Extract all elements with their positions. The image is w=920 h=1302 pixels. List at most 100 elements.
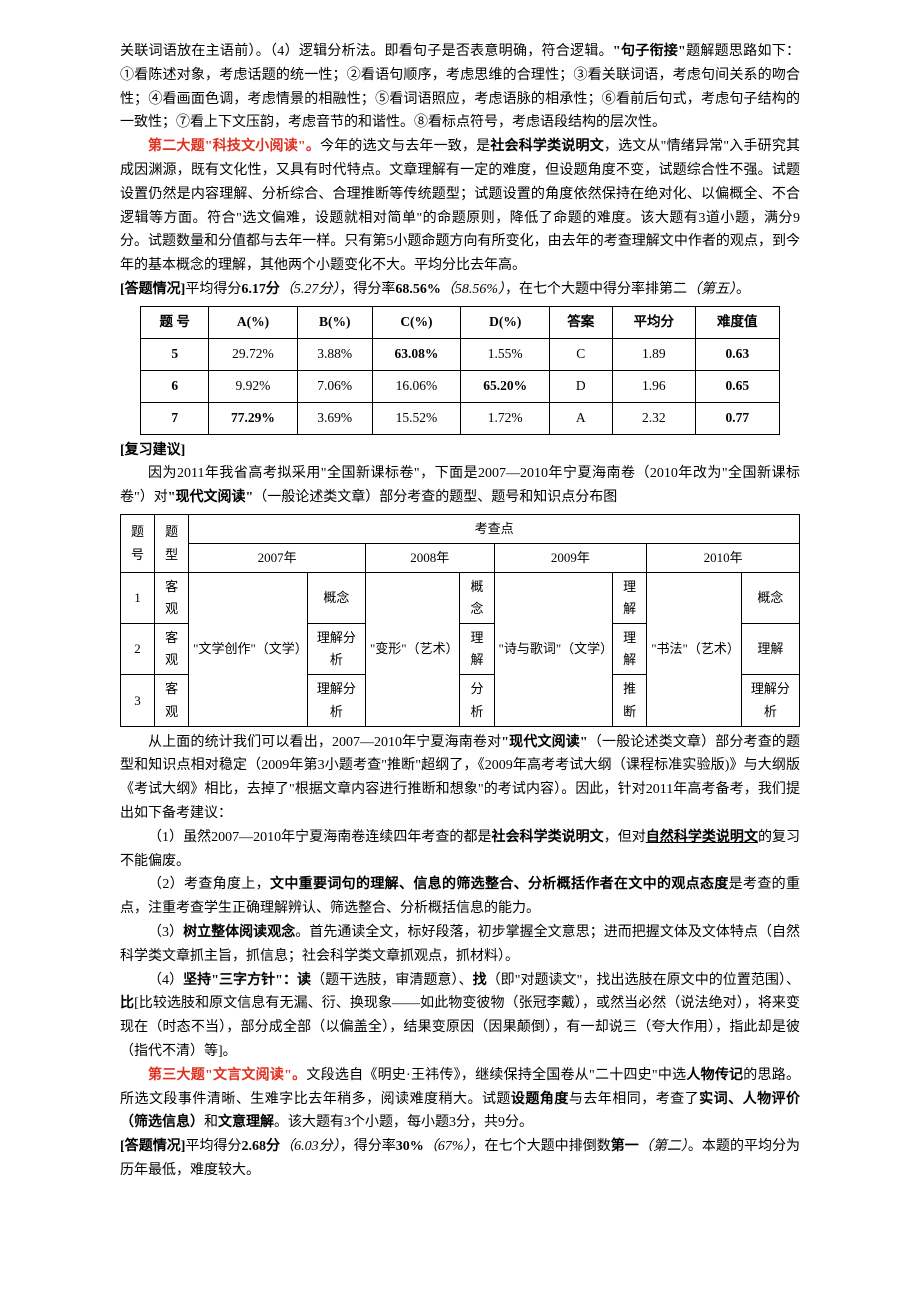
cell: "书法"（艺术） (647, 573, 741, 727)
cell: A (550, 402, 612, 434)
p3b: 人物传记 (686, 1068, 743, 1083)
cell: 65.20% (461, 370, 550, 402)
th-year: 2008年 (366, 544, 495, 573)
th-year: 2010年 (647, 544, 800, 573)
cell: 3.69% (297, 402, 372, 434)
s1b: 社会科学类说明文 (492, 830, 604, 845)
s3a: （3） (148, 925, 183, 940)
cell: 理解分析 (741, 675, 799, 726)
cell: 1.72% (461, 402, 550, 434)
para-3: 第三大题"文言文阅读"。文段选自《明史·王祎传》，继续保持全国卷从"二十四史"中… (120, 1064, 800, 1135)
p3g: 和 (204, 1115, 218, 1130)
cell: 3 (121, 675, 155, 726)
th-type: 题型 (155, 514, 189, 572)
cell: 0.65 (696, 370, 780, 402)
s4d: 找 (473, 973, 487, 988)
cell: 63.08% (372, 338, 461, 370)
table-header-row: 题 号 A(%) B(%) C(%) D(%) 答案 平均分 难度值 (141, 306, 779, 338)
ans2i2: （67%） (424, 1139, 471, 1154)
ans2b: ，得分率 (340, 1139, 396, 1154)
ans-it2: （58.56%） (441, 282, 505, 297)
para-2: 第二大题"科技文小阅读"。今年的选文与去年一致，是社会科学类说明文，选文从"情绪… (120, 135, 800, 278)
ans-d: 。 (736, 282, 750, 297)
ans2d: 第一 (611, 1139, 639, 1154)
cell: 客观 (155, 573, 189, 624)
cell: 5 (141, 338, 209, 370)
para1-a: 关联词语放在主语前）。（4）逻辑分析法。即看句子是否表意明确，符合逻辑。 (120, 44, 613, 59)
th-d: D(%) (461, 306, 550, 338)
th-diff: 难度值 (696, 306, 780, 338)
review-para: 因为2011年我省高考拟采用"全国新课标卷"，下面是2007—2010年宁夏海南… (120, 462, 800, 510)
review-label: [复习建议] (120, 439, 800, 463)
cell: 15.52% (372, 402, 461, 434)
cell: 分析 (460, 675, 494, 726)
p2c: ，选文从"情绪异常"入手研究其成因渊源，既有文化性，又具有时代特点。文章理解有一… (120, 139, 800, 273)
suggestion-3: （3）树立整体阅读观念。首先通读全文，标好段落，初步掌握全文意思；进而把握文体及… (120, 921, 800, 969)
p2a: 今年的选文与去年一致，是 (320, 139, 490, 154)
ans2a: 平均得分 (185, 1139, 241, 1154)
ans2i3: （第二） (639, 1139, 688, 1154)
th-year: 2007年 (189, 544, 366, 573)
para-1: 关联词语放在主语前）。（4）逻辑分析法。即看句子是否表意明确，符合逻辑。"句子衔… (120, 40, 800, 135)
th-no: 题号 (121, 514, 155, 572)
th-ans: 答案 (550, 306, 612, 338)
ans2s: 2.68分 (242, 1139, 281, 1154)
p3d: 设题角度 (511, 1092, 569, 1107)
cell: 7 (141, 402, 209, 434)
answer-situation-2: [答题情况]平均得分2.68分（6.03分），得分率30%（67%），在七个大题… (120, 1135, 800, 1183)
cell: 0.63 (696, 338, 780, 370)
cell: 1.96 (612, 370, 696, 402)
cell: 概念 (307, 573, 365, 624)
ans2r: 30% (396, 1139, 424, 1154)
suggestion-1: （1）虽然2007—2010年宁夏海南卷连续四年考查的都是社会科学类说明文，但对… (120, 826, 800, 874)
para1-bold: "句子衔接" (613, 44, 686, 59)
p3a: 文段选自《明史·王祎传》，继续保持全国卷从"二十四史"中选 (306, 1068, 686, 1083)
cell: "诗与歌词"（文学） (494, 573, 613, 727)
cell: 理解分析 (307, 624, 365, 675)
ans-score: 6.17分 (241, 282, 280, 297)
suggestion-2: （2）考查角度上，文中重要词句的理解、信息的筛选整合、分析概括作者在文中的观点态… (120, 873, 800, 921)
table-row: 2007年 2008年 2009年 2010年 (121, 544, 800, 573)
p3e: 与去年相同，考查了 (569, 1092, 699, 1107)
cell: 0.77 (696, 402, 780, 434)
at2a: 从上面的统计我们可以看出，2007—2010年宁夏海南卷对 (148, 735, 501, 750)
th-b: B(%) (297, 306, 372, 338)
ans-it3: （第五） (687, 282, 736, 297)
ans2-label: [答题情况] (120, 1139, 185, 1154)
cell: 理解 (613, 624, 647, 675)
s4f: 比 (120, 996, 134, 1011)
cell: 概念 (460, 573, 494, 624)
cell: 1.55% (461, 338, 550, 370)
cell: 推断 (613, 675, 647, 726)
th-no: 题 号 (141, 306, 209, 338)
cell: 29.72% (209, 338, 298, 370)
th-c: C(%) (372, 306, 461, 338)
p3r: 第三大题"文言文阅读"。 (148, 1068, 306, 1083)
cell: D (550, 370, 612, 402)
p2-red: 第二大题"科技文小阅读"。 (148, 139, 320, 154)
s4e: （即"对题读文"，找出选肢在原文中的位置范围）、 (487, 973, 800, 988)
th-year: 2009年 (494, 544, 647, 573)
ans-b: ，得分率 (339, 282, 395, 297)
s3b: 树立整体阅读观念 (183, 925, 295, 940)
s1d: 自然科学类说明文 (646, 830, 758, 845)
cell: 理解分析 (307, 675, 365, 726)
cell: "变形"（艺术） (366, 573, 460, 727)
cell: 理解 (741, 624, 799, 675)
cell: 理解 (460, 624, 494, 675)
table-row: 题号 题型 考查点 (121, 514, 800, 543)
table-scores: 题 号 A(%) B(%) C(%) D(%) 答案 平均分 难度值 5 29.… (140, 306, 779, 435)
s2b: 文中重要词句的理解、信息的筛选整合、分析概括作者在文中的观点态度 (270, 877, 729, 892)
cell: "文学创作"（文学） (189, 573, 308, 727)
cell: C (550, 338, 612, 370)
s4a: （4） (148, 973, 183, 988)
th-avg: 平均分 (612, 306, 696, 338)
cell: 概念 (741, 573, 799, 624)
p2b: 社会科学类说明文 (490, 139, 604, 154)
th-a: A(%) (209, 306, 298, 338)
after-table2: 从上面的统计我们可以看出，2007—2010年宁夏海南卷对"现代文阅读"（一般论… (120, 731, 800, 826)
cell: 1.89 (612, 338, 696, 370)
ans2c: ，在七个大题中排倒数 (471, 1139, 611, 1154)
cell: 客观 (155, 624, 189, 675)
rev-c: （一般论述类文章）部分考查的题型、题号和知识点分布图 (253, 490, 617, 505)
